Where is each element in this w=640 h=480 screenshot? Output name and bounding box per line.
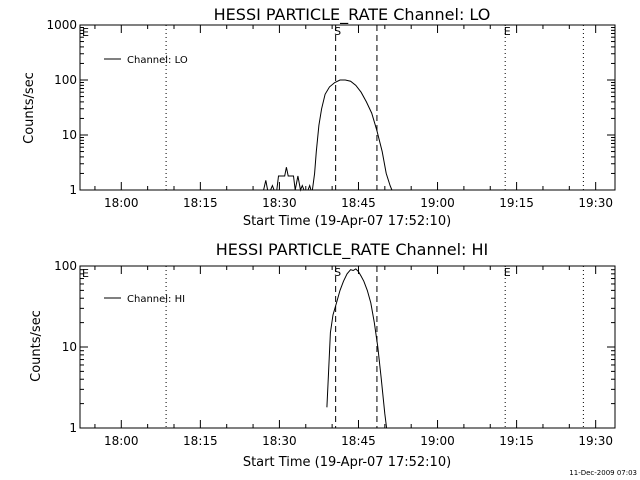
panel-hi-x-axis: 18:00 18:15 18:30 18:45 19:00 19:15 19:30 xyxy=(94,266,613,448)
panel-hi-plot-frame xyxy=(79,265,616,429)
panel-hi-y-axis: 1 10 100 xyxy=(54,259,615,435)
x-tick-label: 19:30 xyxy=(578,196,613,210)
panel-lo-x-axis: 18:00 18:15 18:30 18:45 19:00 19:15 19:30 xyxy=(94,25,613,210)
marker-label: S xyxy=(334,25,341,38)
x-tick-label: 19:00 xyxy=(420,196,455,210)
panel-hi-series xyxy=(326,268,388,429)
x-tick-label: 18:45 xyxy=(341,434,376,448)
y-tick-label: 1000 xyxy=(46,18,77,32)
panel-lo-plot-frame xyxy=(79,24,616,191)
panel-lo-xlabel: Start Time (19-Apr-07 17:52:10) xyxy=(243,214,451,229)
panel-hi-xlabel: Start Time (19-Apr-07 17:52:10) xyxy=(243,455,451,470)
marker-label: S xyxy=(334,266,341,279)
y-tick-label: 10 xyxy=(62,128,77,142)
marker-label: E xyxy=(504,25,511,38)
x-tick-label: 19:00 xyxy=(420,434,455,448)
x-tick-label: 19:30 xyxy=(578,434,613,448)
y-tick-label: 1 xyxy=(69,421,77,435)
x-tick-label: 19:15 xyxy=(499,434,534,448)
x-tick-label: 19:15 xyxy=(499,196,534,210)
panel-lo-legend-label: Channel: LO xyxy=(127,55,188,66)
panel-hi-title: HESSI PARTICLE_RATE Channel: HI xyxy=(216,240,489,260)
x-tick-label: 18:30 xyxy=(262,434,297,448)
y-tick-label: 100 xyxy=(54,259,77,273)
panel-lo-title: HESSI PARTICLE_RATE Channel: LO xyxy=(214,5,491,25)
y-tick-label: 10 xyxy=(62,340,77,354)
x-tick-label: 18:30 xyxy=(262,196,297,210)
panel-lo-ylabel: Counts/sec xyxy=(22,72,37,144)
x-tick-label: 18:45 xyxy=(341,196,376,210)
panel-hi-ylabel: Counts/sec xyxy=(29,310,44,382)
x-tick-label: 18:15 xyxy=(183,434,218,448)
y-tick-label: 1 xyxy=(69,183,77,197)
panel-lo-series xyxy=(263,79,393,192)
panel-hi: HESSI PARTICLE_RATE Channel: HI Counts/s… xyxy=(29,240,616,470)
x-tick-label: 18:00 xyxy=(104,196,139,210)
y-tick-label: 100 xyxy=(54,73,77,87)
footer-timestamp: 11-Dec-2009 07:03 xyxy=(569,469,637,477)
x-tick-label: 18:00 xyxy=(104,434,139,448)
marker-label: E xyxy=(504,266,511,279)
panel-lo: HESSI PARTICLE_RATE Channel: LO Counts/s… xyxy=(22,5,616,229)
panel-lo-corner-label: E xyxy=(82,26,89,39)
panel-hi-corner-label: E xyxy=(82,267,89,280)
panel-lo-y-axis: 1 10 100 1000 xyxy=(46,18,615,197)
x-tick-label: 18:15 xyxy=(183,196,218,210)
series-line xyxy=(326,268,388,429)
series-line xyxy=(263,79,393,192)
panel-hi-legend-label: Channel: HI xyxy=(127,294,185,305)
